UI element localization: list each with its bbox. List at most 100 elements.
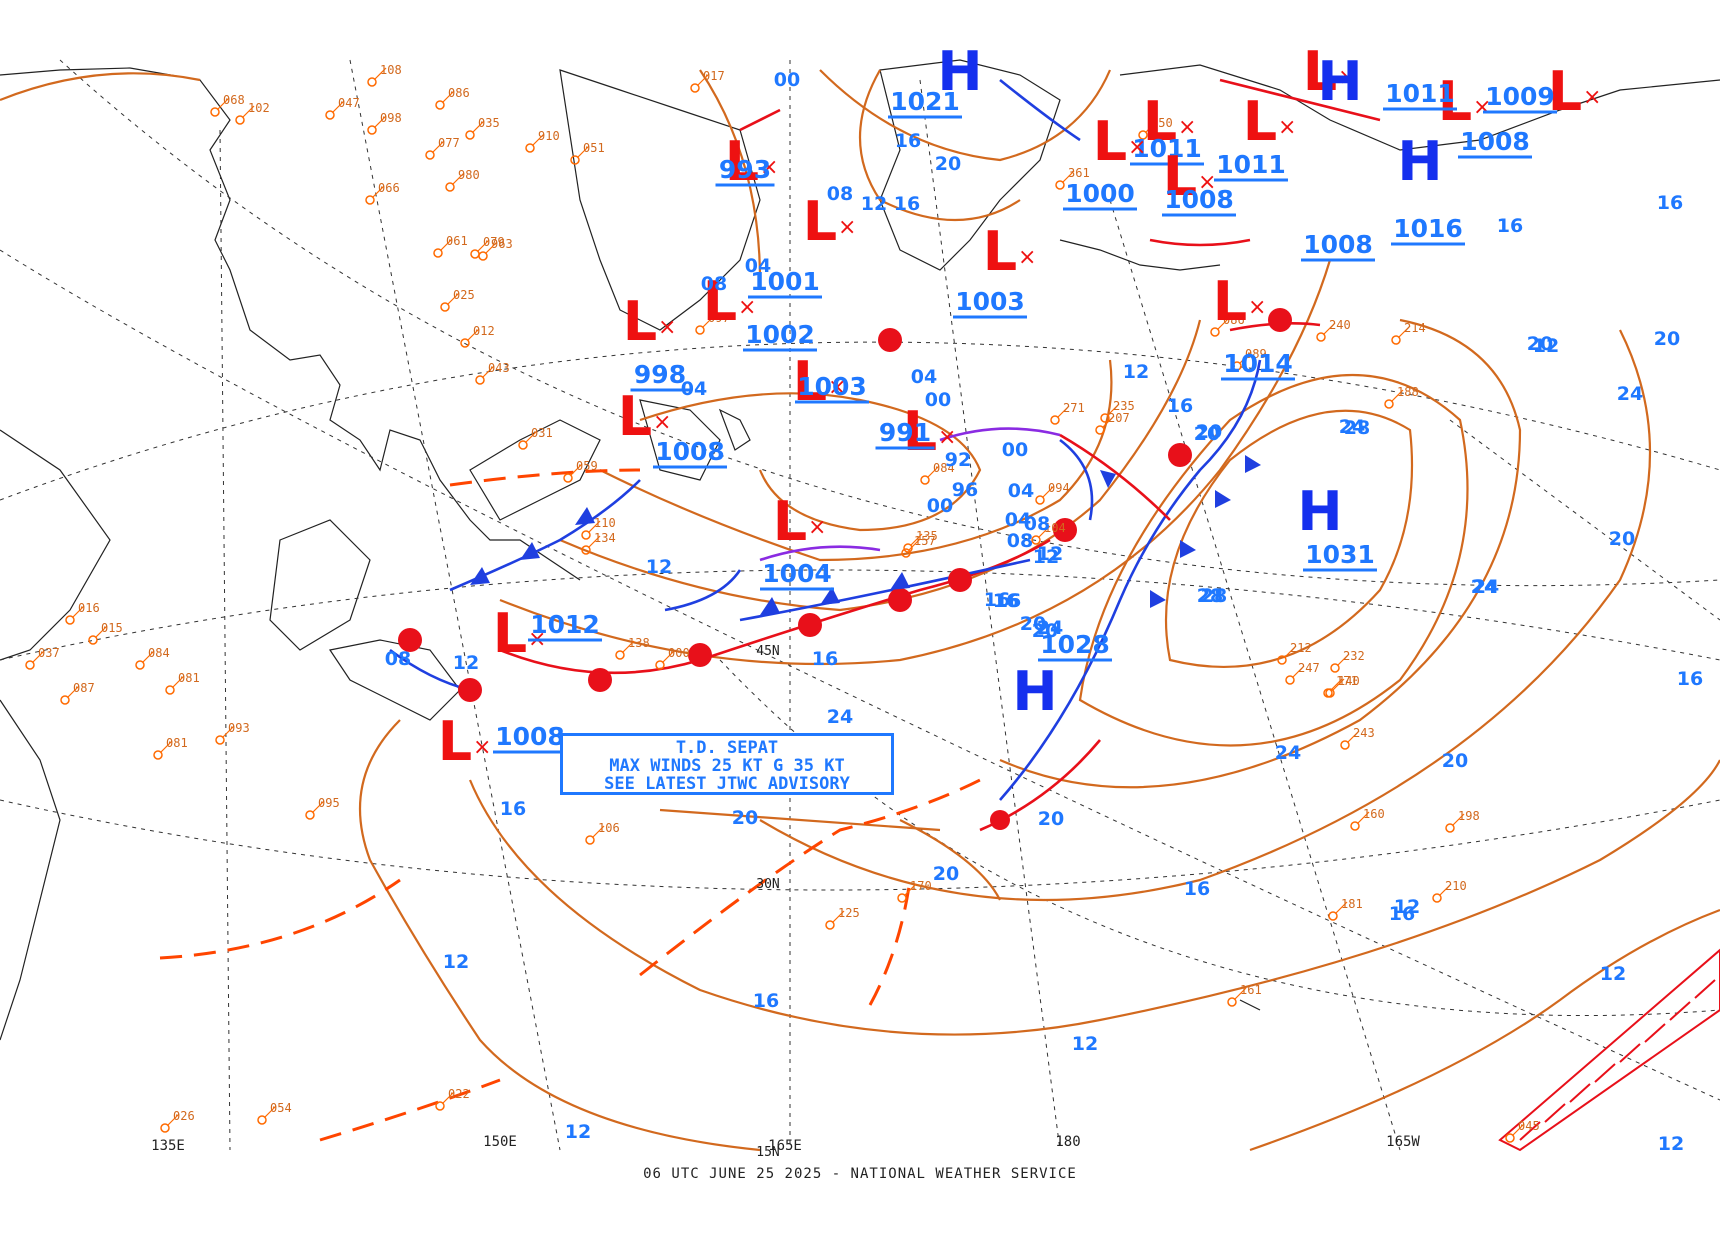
station-pressure-value: 110 [594, 516, 616, 530]
station-plot: 104 [1031, 521, 1066, 545]
wind-barb [447, 292, 460, 305]
center-x-mark: × [1178, 115, 1196, 140]
central-pressure-label: 1014 [1223, 349, 1293, 378]
system-symbol: L [623, 290, 657, 353]
central-pressure-label: 1008 [1460, 127, 1530, 156]
station-circle [570, 155, 580, 165]
isobar-value-label: 20 [1609, 528, 1635, 550]
station-circle [1330, 663, 1340, 673]
low-pressure-center: L× 1008 [1301, 40, 1375, 262]
wind-barb [167, 1113, 180, 1126]
wind-barb [577, 145, 590, 158]
station-plot: 140 [1325, 674, 1360, 698]
center-x-mark: × [838, 215, 856, 240]
isobar-value-label: 16 [1184, 878, 1210, 900]
station-pressure-value: 022 [448, 1087, 470, 1101]
station-circle [1227, 997, 1237, 1007]
station-circle [581, 530, 591, 540]
station-plot: 160 [1350, 807, 1385, 831]
wind-barb [702, 315, 715, 328]
wind-barb [1107, 403, 1120, 416]
wind-barb [374, 67, 387, 80]
wind-barb [927, 465, 940, 478]
station-plot: 017 [690, 69, 725, 93]
station-plot: 035 [465, 116, 500, 140]
station-plot: 110 [581, 516, 616, 540]
wind-barb [452, 172, 465, 185]
wind-barb [1042, 485, 1055, 498]
station-circle [585, 835, 595, 845]
low-pressure-center: L × 1014 [1213, 270, 1295, 381]
hatched-area [1498, 948, 1720, 1152]
station-circle [165, 685, 175, 695]
station-pressure-value: 171 [1336, 674, 1358, 688]
isobar-value-label: 24 [827, 706, 853, 728]
wind-barb [172, 675, 185, 688]
station-plot: 068 [210, 93, 245, 117]
low-pressure-center: L × 1000 [1063, 110, 1146, 211]
station-plot: 081 [153, 736, 188, 760]
station-plot: 138 [615, 636, 650, 660]
station-pressure-value: 047 [338, 96, 360, 110]
station-pressure-value: 963 [491, 237, 513, 251]
system-symbol: L [1143, 90, 1177, 153]
station-pressure-value: 084 [148, 646, 170, 660]
station-circle [367, 77, 377, 87]
station-plot: 066 [365, 181, 400, 205]
station-plot: 097 [695, 311, 730, 335]
station-plot: 015 [88, 621, 123, 645]
station-plot: 051 [570, 141, 605, 165]
station-circle [1210, 327, 1220, 337]
wind-barb [592, 825, 605, 838]
station-circle [1445, 823, 1455, 833]
wind-barb [1357, 811, 1370, 824]
station-circle [470, 249, 480, 259]
station-plot: 134 [581, 531, 616, 555]
wind-barb [1439, 883, 1452, 896]
center-x-mark: × [1248, 295, 1266, 320]
station-pressure-value: 910 [538, 129, 560, 143]
isobar-value-label: 16 [753, 990, 779, 1012]
station-pressure-value: 017 [703, 69, 725, 83]
station-pressure-value: 108 [380, 63, 402, 77]
central-pressure-label: 1001 [750, 267, 820, 296]
isobar-value-label: 12 [646, 556, 672, 578]
station-pressure-value: 104 [1044, 521, 1066, 535]
isobar-value-label: 12 [1600, 963, 1626, 985]
station-pressure-value: 086 [1223, 313, 1245, 327]
wind-barb [485, 241, 498, 254]
center-x-mark: × [1278, 115, 1296, 140]
isobar-value-label: 16 [993, 590, 1019, 612]
isobar-value-label: 20 [732, 807, 758, 829]
station-plot: 084 [920, 461, 955, 485]
system-symbol: L [803, 190, 837, 253]
isobar-value-label: 12 [453, 652, 479, 674]
station-pressure-value: 054 [270, 1101, 292, 1115]
station-pressure-value: 037 [38, 646, 60, 660]
station-plot: 086 [435, 86, 470, 110]
station-plot: 214 [1391, 321, 1426, 345]
wind-barb [1234, 987, 1247, 1000]
system-symbol: L [1243, 90, 1277, 153]
station-circle [210, 107, 220, 117]
wind-barb [1337, 653, 1350, 666]
wind-barb [588, 535, 601, 548]
station-circle [1325, 688, 1335, 698]
center-x-mark: × [653, 410, 671, 435]
wind-barb [1335, 901, 1348, 914]
station-pressure-value: 084 [933, 461, 955, 475]
center-x-mark: × [658, 315, 676, 340]
system-symbol: H [1012, 660, 1057, 723]
station-circle [1050, 415, 1060, 425]
high-pressure-center: H 1011 [1317, 50, 1457, 113]
station-pressure-value: 025 [453, 288, 475, 302]
station-circle [425, 150, 435, 160]
center-x-mark: × [808, 515, 826, 540]
station-circle [1505, 1133, 1515, 1143]
station-plot: 157 [901, 534, 936, 558]
station-circle [695, 325, 705, 335]
station-pressure-value: 106 [598, 821, 620, 835]
isobar-value-label: 20 [1654, 328, 1680, 350]
isobar-value-label: 00 [925, 389, 951, 411]
low-pressure-center: L ×1003 [793, 350, 869, 413]
